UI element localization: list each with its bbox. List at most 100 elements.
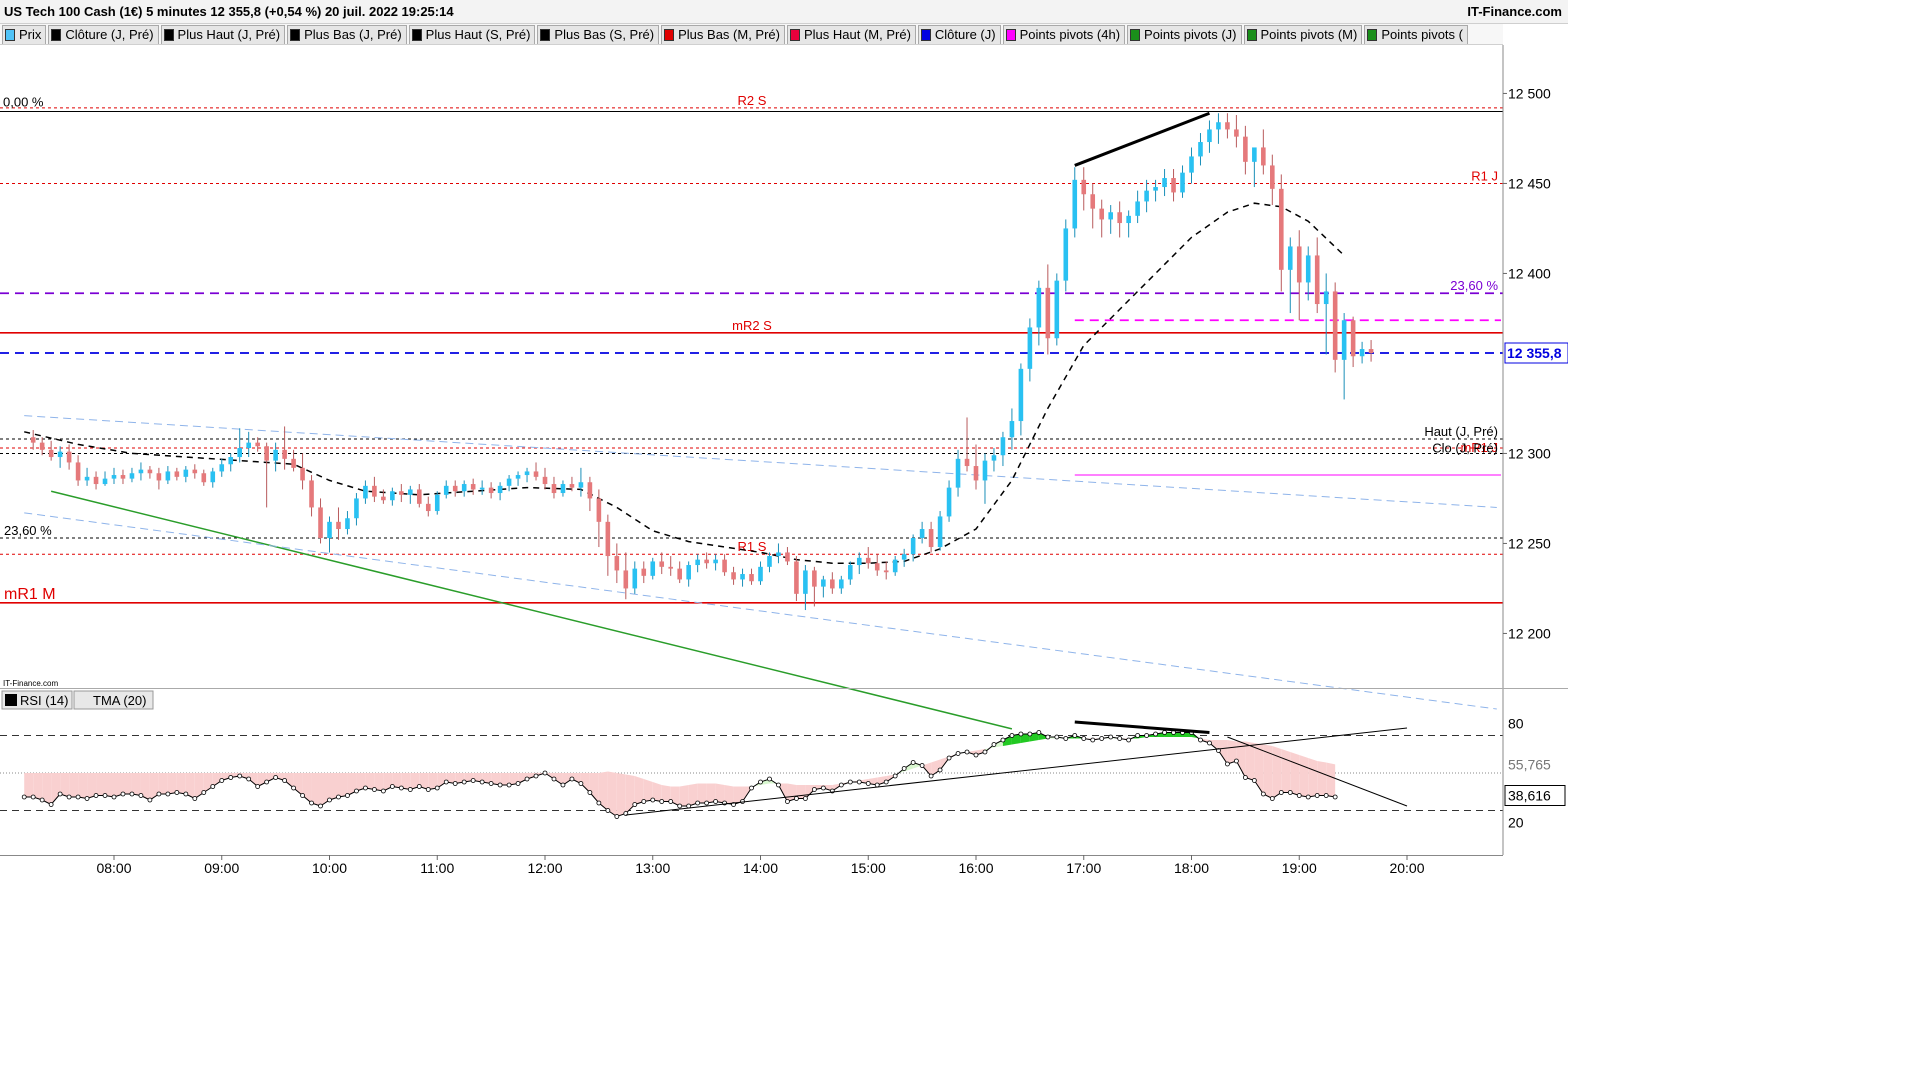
candle (390, 487, 395, 506)
rsi-point (524, 776, 530, 782)
rsi-point (641, 799, 647, 804)
rsi-point (749, 785, 754, 791)
candle-body (300, 467, 305, 481)
rsi-point (794, 796, 799, 801)
candle (479, 480, 485, 495)
candle-body (399, 491, 404, 495)
legend-label: Plus Haut (M, Pré) (803, 27, 911, 42)
candle-body (1054, 280, 1060, 339)
candle (192, 464, 198, 479)
candle (75, 455, 81, 486)
rsi-fill (509, 773, 519, 785)
candle (129, 467, 135, 483)
candle (1278, 174, 1284, 292)
rsi-point (704, 800, 710, 806)
legend-label: Prix (19, 27, 42, 42)
candle (542, 467, 548, 490)
candle-body (515, 475, 521, 479)
candle-body (183, 469, 189, 477)
candle-body (497, 485, 503, 494)
candle (111, 467, 117, 485)
rsi-fill (1227, 740, 1237, 764)
rsi-point (955, 751, 961, 756)
candle-body (237, 448, 243, 458)
rsi-point (605, 808, 611, 813)
legend-item[interactable]: Plus Bas (M, Pré) (661, 25, 785, 44)
legend-label: Points pivots (J) (1144, 27, 1237, 42)
candle-body (641, 568, 647, 576)
legend-item[interactable]: Plus Bas (S, Pré) (537, 25, 660, 44)
candle (587, 476, 593, 512)
candle (461, 480, 467, 497)
rsi-point (928, 773, 934, 779)
rsi-fill (410, 773, 420, 790)
candle-body (1270, 165, 1275, 189)
legend-item[interactable]: Plus Haut (M, Pré) (786, 25, 916, 44)
candle-body (434, 494, 440, 512)
candle (165, 466, 171, 485)
rsi-legend-label: RSI (14) (20, 693, 68, 708)
rsi-point (659, 799, 665, 804)
indicator-legend-bar: Prix Clôture (J, Pré) Plus Haut (J, Pré) Pl… (0, 24, 1503, 45)
candle-body (659, 561, 665, 567)
candle (955, 449, 961, 497)
legend-item[interactable]: Clôture (J, Pré) (48, 25, 159, 44)
candle (668, 556, 674, 576)
rsi-point (838, 782, 844, 788)
rsi-fill (158, 773, 168, 794)
rsi-fill (643, 779, 653, 802)
candle-body (578, 482, 584, 488)
legend-item[interactable]: Clôture (J) (917, 25, 1001, 44)
candle (928, 521, 934, 553)
rsi-fill (562, 773, 572, 785)
candle-body (1099, 208, 1105, 220)
legend-item[interactable]: Plus Haut (S, Pré) (408, 25, 536, 44)
candle-body (416, 489, 422, 504)
rsi-point (1054, 734, 1060, 740)
rsi-point (84, 796, 90, 801)
rsi-point (345, 793, 350, 798)
rsi-fill (401, 773, 411, 790)
rsi-fill (338, 773, 348, 797)
legend-swatch (540, 29, 551, 41)
candle-body (381, 496, 386, 501)
rsi-point (192, 796, 198, 801)
rsi-point (255, 784, 261, 789)
rsi-fill (796, 785, 806, 799)
rsi-fill (553, 773, 563, 785)
legend-item[interactable]: Points pivots ( (1364, 25, 1468, 44)
rsi-point (470, 778, 476, 783)
legend-item[interactable]: Prix (2, 25, 47, 44)
candle-body (740, 574, 745, 580)
candle-body (390, 491, 395, 501)
rsi-point (982, 749, 988, 755)
candle-body (955, 458, 961, 488)
candle-body (192, 469, 198, 474)
rsi-fill (1182, 732, 1192, 737)
rsi-fill (715, 783, 725, 803)
candle (515, 471, 521, 486)
candle-body (533, 471, 539, 477)
rsi-point (1269, 796, 1275, 801)
candle (399, 484, 404, 503)
rsi-fill (248, 773, 258, 787)
legend-item[interactable]: Plus Bas (J, Pré) (287, 25, 407, 44)
candle-body (767, 556, 772, 567)
candle-body (1171, 178, 1176, 193)
legend-swatch (789, 29, 800, 41)
legend-swatch (163, 29, 174, 41)
rsi-point (425, 787, 431, 792)
rsi-fill (598, 771, 608, 811)
candle-body (596, 498, 602, 522)
candle (533, 462, 539, 481)
legend-item[interactable]: Points pivots (M) (1243, 25, 1363, 44)
candle (102, 471, 108, 486)
rsi-point (291, 785, 296, 791)
legend-item[interactable]: Plus Haut (J, Pré) (160, 25, 286, 44)
rsi-point (892, 773, 898, 779)
candle-body (668, 566, 674, 569)
legend-item[interactable]: Points pivots (4h) (1002, 25, 1126, 44)
legend-item[interactable]: Points pivots (J) (1127, 25, 1242, 44)
candle-body (479, 487, 485, 490)
